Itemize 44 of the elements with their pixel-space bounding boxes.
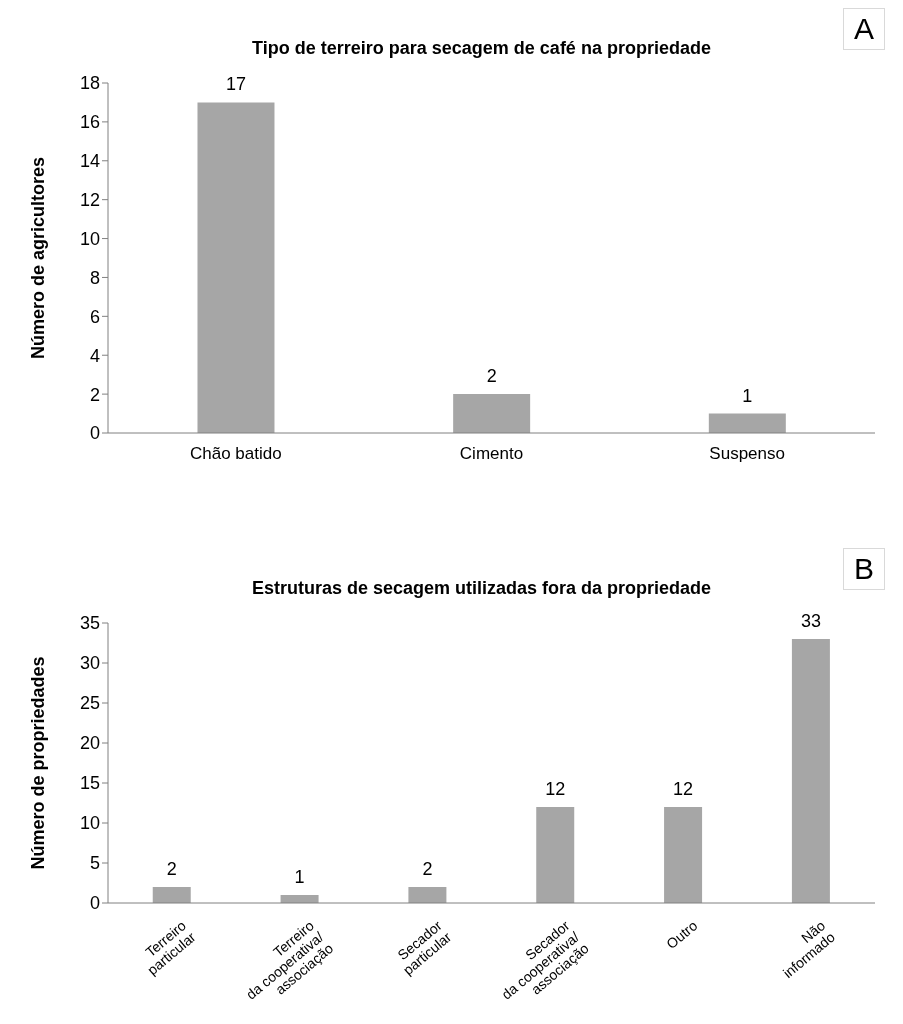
x-tick-label: Cimento — [459, 444, 524, 463]
y-tick-label: 16 — [79, 112, 100, 133]
data-label: 1 — [742, 385, 753, 406]
y-tick-label: 30 — [79, 653, 100, 674]
data-label: 2 — [166, 859, 177, 879]
y-tick-label: 35 — [79, 613, 100, 634]
bar — [664, 807, 703, 903]
x-tick-label: Chão batido — [189, 444, 282, 463]
bar — [791, 639, 830, 903]
data-label: 12 — [545, 779, 566, 799]
y-tick-label: 4 — [89, 345, 100, 366]
y-tick-label: 10 — [79, 813, 100, 834]
y-tick-label: 15 — [79, 773, 100, 794]
y-tick-label: 10 — [79, 228, 100, 249]
chart-title: Tipo de terreiro para secagem de café na propriedade — [252, 38, 711, 58]
data-label: 2 — [486, 366, 497, 387]
y-tick-label: 12 — [79, 190, 100, 211]
y-axis-title: Número de agricultores — [28, 156, 49, 360]
data-label: 12 — [673, 779, 694, 799]
data-label: 17 — [225, 74, 246, 95]
y-tick-label: 8 — [89, 267, 100, 288]
y-tick-label: 2 — [89, 384, 100, 405]
y-tick-label: 0 — [89, 893, 100, 914]
y-tick-label: 5 — [89, 853, 100, 874]
data-label: 2 — [422, 859, 433, 879]
bar — [197, 102, 275, 433]
y-tick-label: 14 — [79, 151, 100, 172]
x-tick-label: Suspenso — [709, 444, 785, 463]
y-tick-label: 18 — [79, 73, 100, 94]
bar — [152, 887, 191, 903]
bar — [536, 807, 575, 903]
bar — [453, 394, 531, 433]
y-tick-label: 0 — [89, 423, 100, 444]
y-tick-label: 20 — [79, 733, 100, 754]
text: A — [843, 8, 885, 50]
chart-title: Estruturas de secagem utilizadas fora da propriedade — [251, 578, 712, 598]
data-label: 33 — [800, 611, 821, 631]
bar — [708, 413, 786, 433]
y-axis-title: Número de propriedades — [28, 656, 49, 870]
y-tick-label: 6 — [89, 306, 100, 327]
y-tick-label: 25 — [79, 693, 100, 714]
bar — [408, 887, 447, 903]
text: B — [843, 548, 885, 590]
data-label: 1 — [294, 867, 305, 887]
